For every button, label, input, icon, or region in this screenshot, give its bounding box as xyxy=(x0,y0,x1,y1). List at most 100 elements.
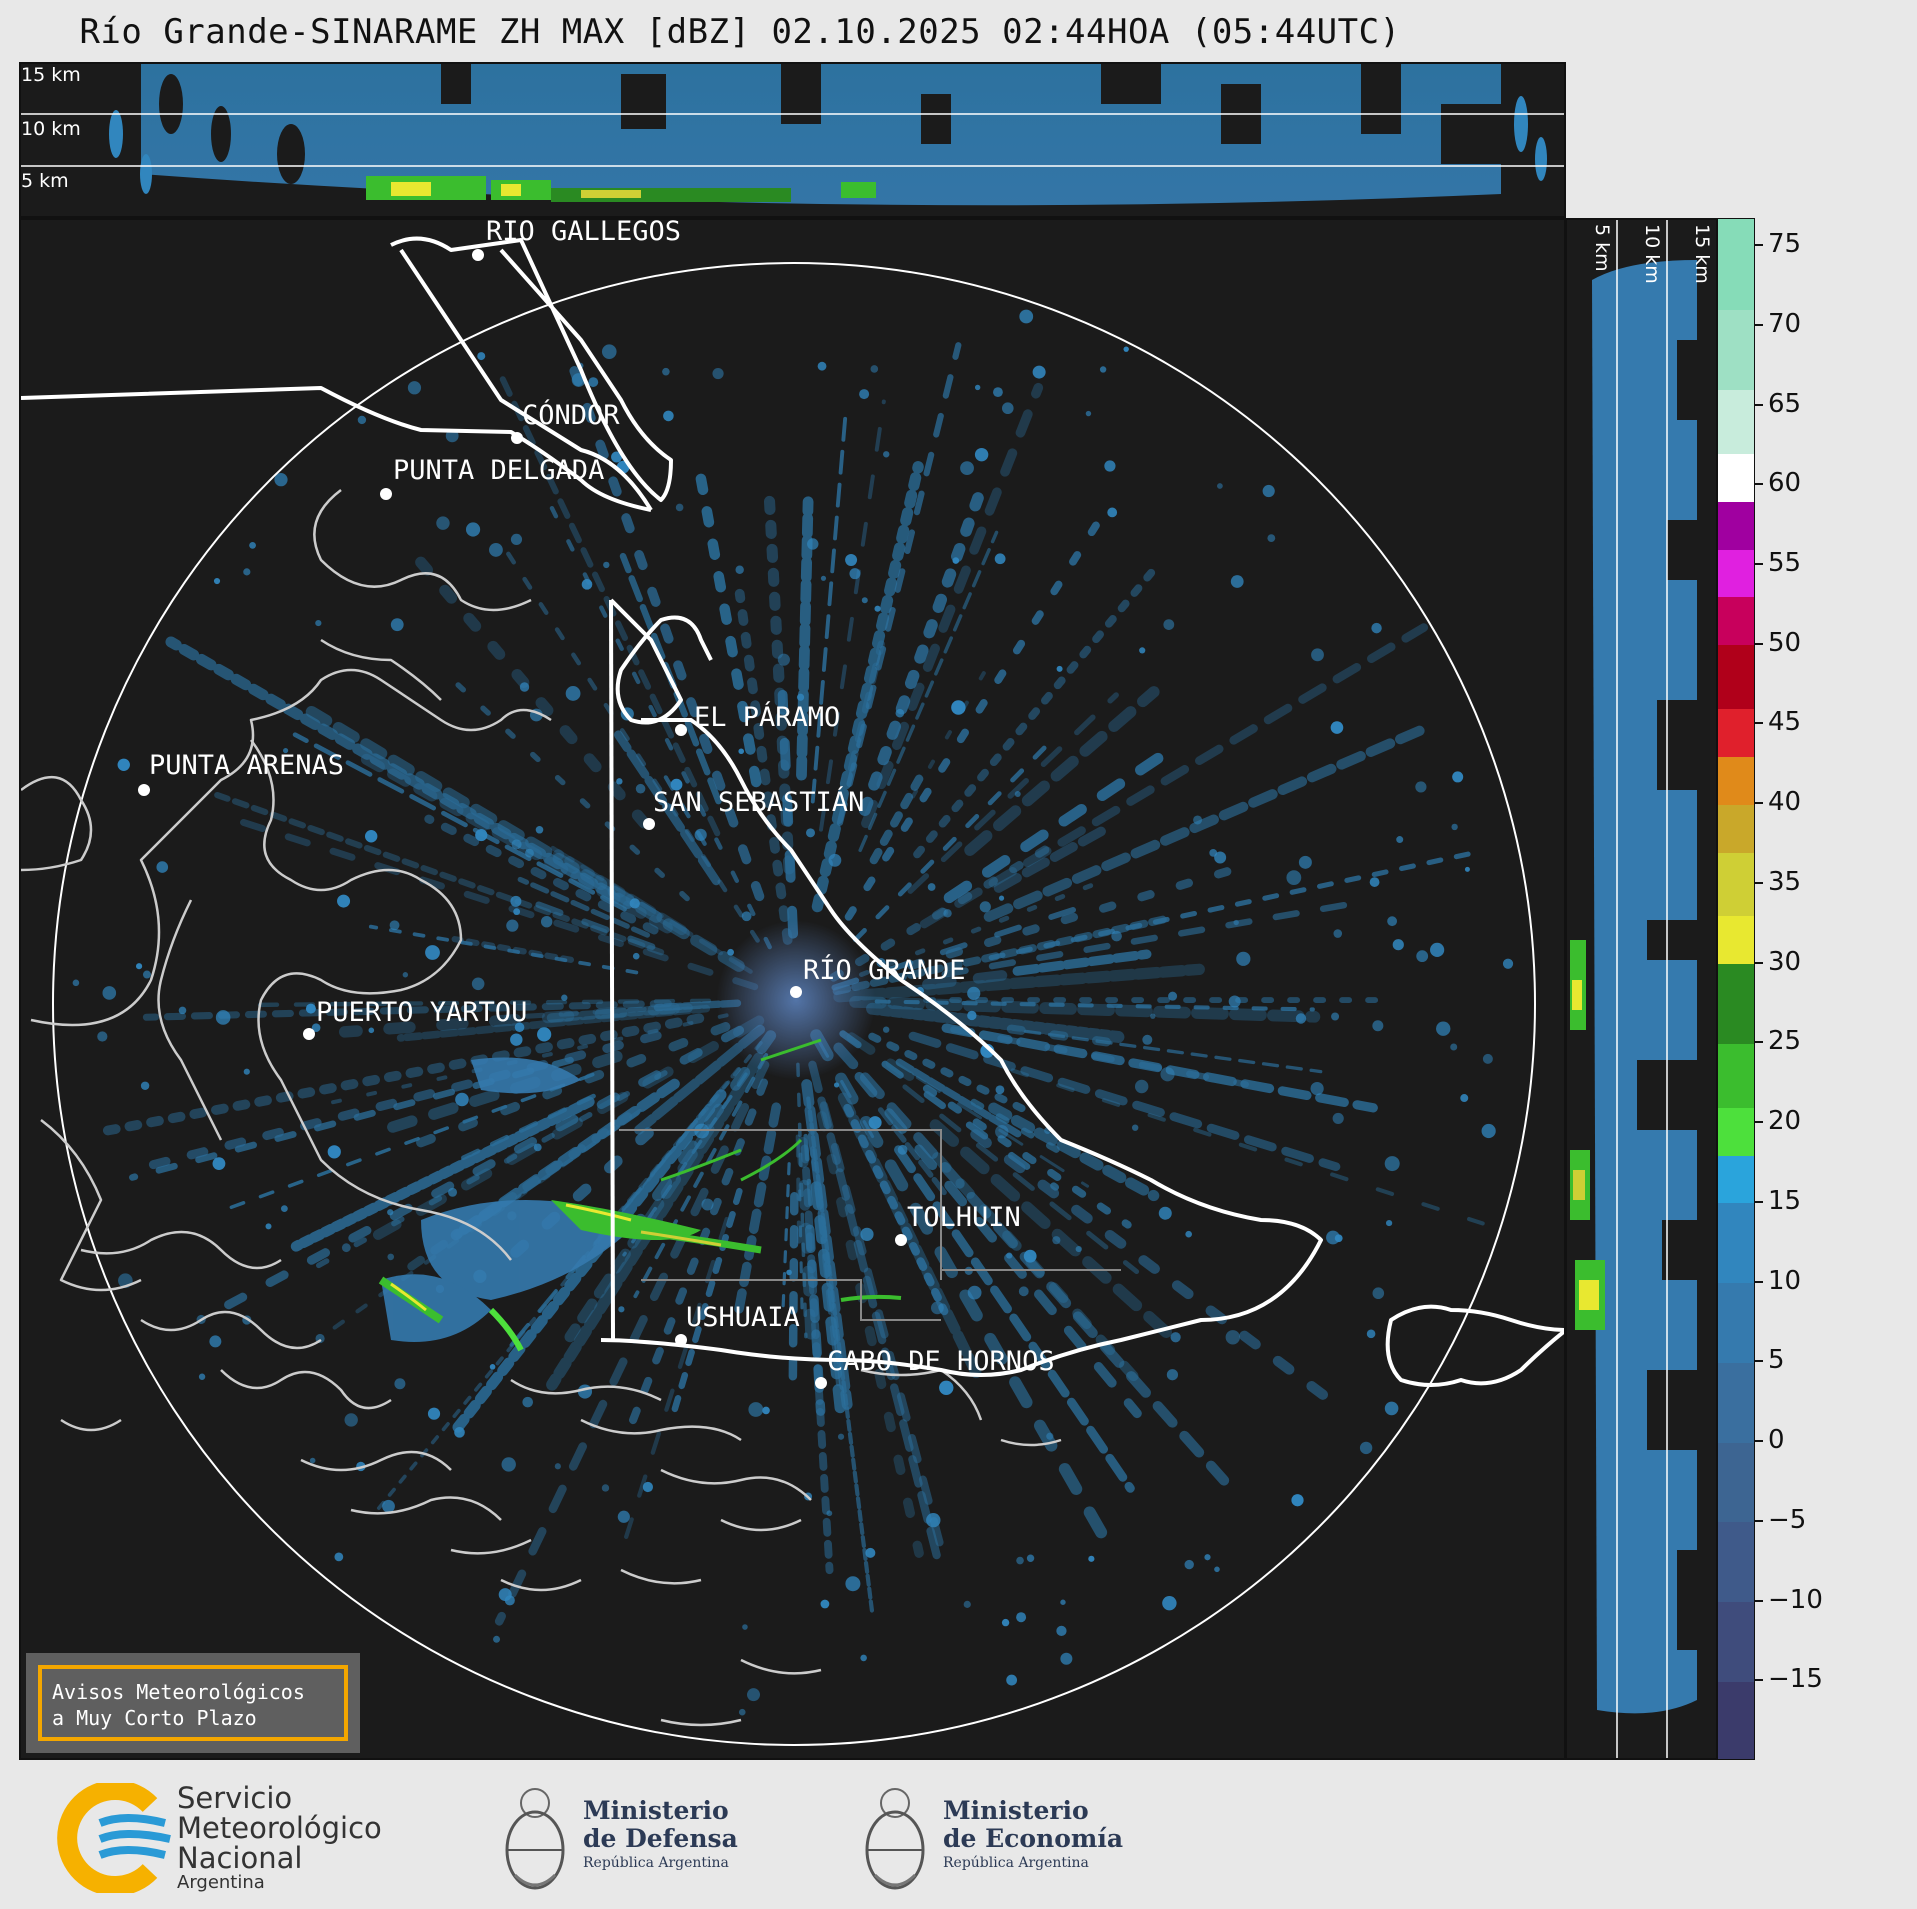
chart-title: Río Grande-SINARAME ZH MAX [dBZ] 02.10.2… xyxy=(79,12,1401,52)
echo-cell xyxy=(489,1364,496,1370)
echo-cell xyxy=(215,1010,231,1025)
echo-ray xyxy=(624,1078,769,1437)
echo-ray xyxy=(292,732,627,912)
echo-ray xyxy=(796,496,814,781)
city-label-rio-grande: RÍO GRANDE xyxy=(803,955,966,986)
echo-ray xyxy=(214,791,665,956)
province-lines xyxy=(619,1129,1121,1321)
echo-cell xyxy=(382,1499,395,1513)
echo-cell xyxy=(1371,622,1382,634)
colorbar-band xyxy=(1718,596,1754,646)
echo-ray xyxy=(796,1136,818,1363)
echo-cell xyxy=(820,575,827,581)
warning-box[interactable]: Avisos Meteorológicos a Muy Corto Plazo xyxy=(26,1653,360,1753)
echo-cell xyxy=(402,972,409,978)
echo-cell xyxy=(1001,402,1014,415)
echo-cell xyxy=(588,377,599,387)
colorbar-tick xyxy=(1755,403,1763,406)
echo-cell xyxy=(967,1010,977,1021)
echo-cell xyxy=(1162,1595,1177,1611)
echo-cell xyxy=(861,597,868,604)
echo-cell xyxy=(1085,410,1092,417)
echo-cell xyxy=(249,542,256,549)
echo-cell xyxy=(327,1145,341,1159)
echo-cell xyxy=(565,686,581,701)
echo-cell xyxy=(198,1373,206,1380)
echo-ray xyxy=(503,1006,647,1021)
echo-cell xyxy=(1056,665,1063,672)
echo-cell xyxy=(1331,1012,1340,1021)
echo-cell xyxy=(282,747,289,754)
echo-ray xyxy=(1006,1024,1116,1048)
smn-line-4: Argentina xyxy=(177,1872,265,1893)
echo-cell xyxy=(926,1513,941,1528)
echo-ray xyxy=(424,814,659,935)
echo-cell xyxy=(738,1708,746,1716)
colorbar-band xyxy=(1718,1601,1754,1682)
echo-ray xyxy=(196,1025,745,1325)
echo-ray xyxy=(844,513,1105,921)
echo-cell xyxy=(140,1081,150,1090)
echo-ray xyxy=(396,1004,711,1042)
echo-cell xyxy=(1016,1612,1027,1623)
colorbar-band xyxy=(1718,501,1754,550)
echo-cell xyxy=(865,1547,876,1558)
echo-cell xyxy=(849,568,861,580)
echo-cell xyxy=(868,1116,882,1130)
echo-ray xyxy=(368,924,639,975)
echo-cell xyxy=(142,970,151,979)
echo-ray xyxy=(515,894,656,950)
echo-cell xyxy=(951,700,966,715)
echo-cell xyxy=(514,1022,525,1033)
echo-cell xyxy=(860,1654,867,1662)
echo-cell xyxy=(980,1043,995,1058)
echo-cell xyxy=(662,367,670,376)
echo-ray xyxy=(217,811,759,991)
echo-ray xyxy=(290,1096,595,1252)
side-height-panel: 5 km 10 km 15 km xyxy=(1565,218,1718,1760)
warning-box-inner: Avisos Meteorológicos a Muy Corto Plazo xyxy=(38,1665,348,1741)
echo-cell xyxy=(511,839,522,850)
side-panel-echoes xyxy=(1570,220,1716,1758)
side-label-5km: 5 km xyxy=(1591,224,1613,272)
echo-ray xyxy=(372,1015,765,1240)
echo-cell xyxy=(960,461,974,476)
echo-ray xyxy=(1024,1029,1323,1074)
smn-line-2: Meteorológico xyxy=(177,1811,382,1845)
echo-cell xyxy=(1014,791,1021,798)
echo-cell xyxy=(389,920,400,931)
echo-cell xyxy=(334,1552,344,1562)
echo-cell xyxy=(635,783,646,794)
echo-ray xyxy=(142,999,672,1021)
echo-cell xyxy=(930,1301,944,1315)
echo-ray xyxy=(808,1060,941,1560)
colorbar-tick xyxy=(1755,1200,1763,1203)
echo-ray xyxy=(777,689,799,939)
echo-cell xyxy=(561,994,568,1001)
echo-cell xyxy=(465,522,481,537)
echo-cell xyxy=(1184,1559,1194,1570)
echo-cell xyxy=(513,908,521,916)
echo-cell xyxy=(475,828,488,842)
colorbar-band xyxy=(1718,708,1754,757)
colorbar-tick-label: 40 xyxy=(1768,787,1802,818)
radar-map-graphics xyxy=(21,236,1564,1746)
echo-cell xyxy=(1216,483,1223,489)
echo-cell xyxy=(675,503,684,512)
echo-cell xyxy=(1158,1206,1172,1220)
echo-ray xyxy=(495,368,721,837)
echo-cell xyxy=(489,543,503,557)
echo-ray xyxy=(993,825,1108,893)
echo-cell xyxy=(1193,815,1203,825)
echo-cell xyxy=(1262,484,1275,498)
echo-ray xyxy=(831,899,1098,991)
side-label-15km: 15 km xyxy=(1691,224,1713,284)
echo-cell xyxy=(735,565,744,574)
echo-cell xyxy=(1236,951,1251,966)
echo-cell xyxy=(1230,575,1244,588)
echo-ray xyxy=(245,998,712,1008)
echo-cell xyxy=(786,1269,792,1276)
echo-ray xyxy=(988,1102,1160,1202)
colorbar-tick xyxy=(1755,1360,1763,1363)
echo-ray xyxy=(1010,1068,1485,1226)
